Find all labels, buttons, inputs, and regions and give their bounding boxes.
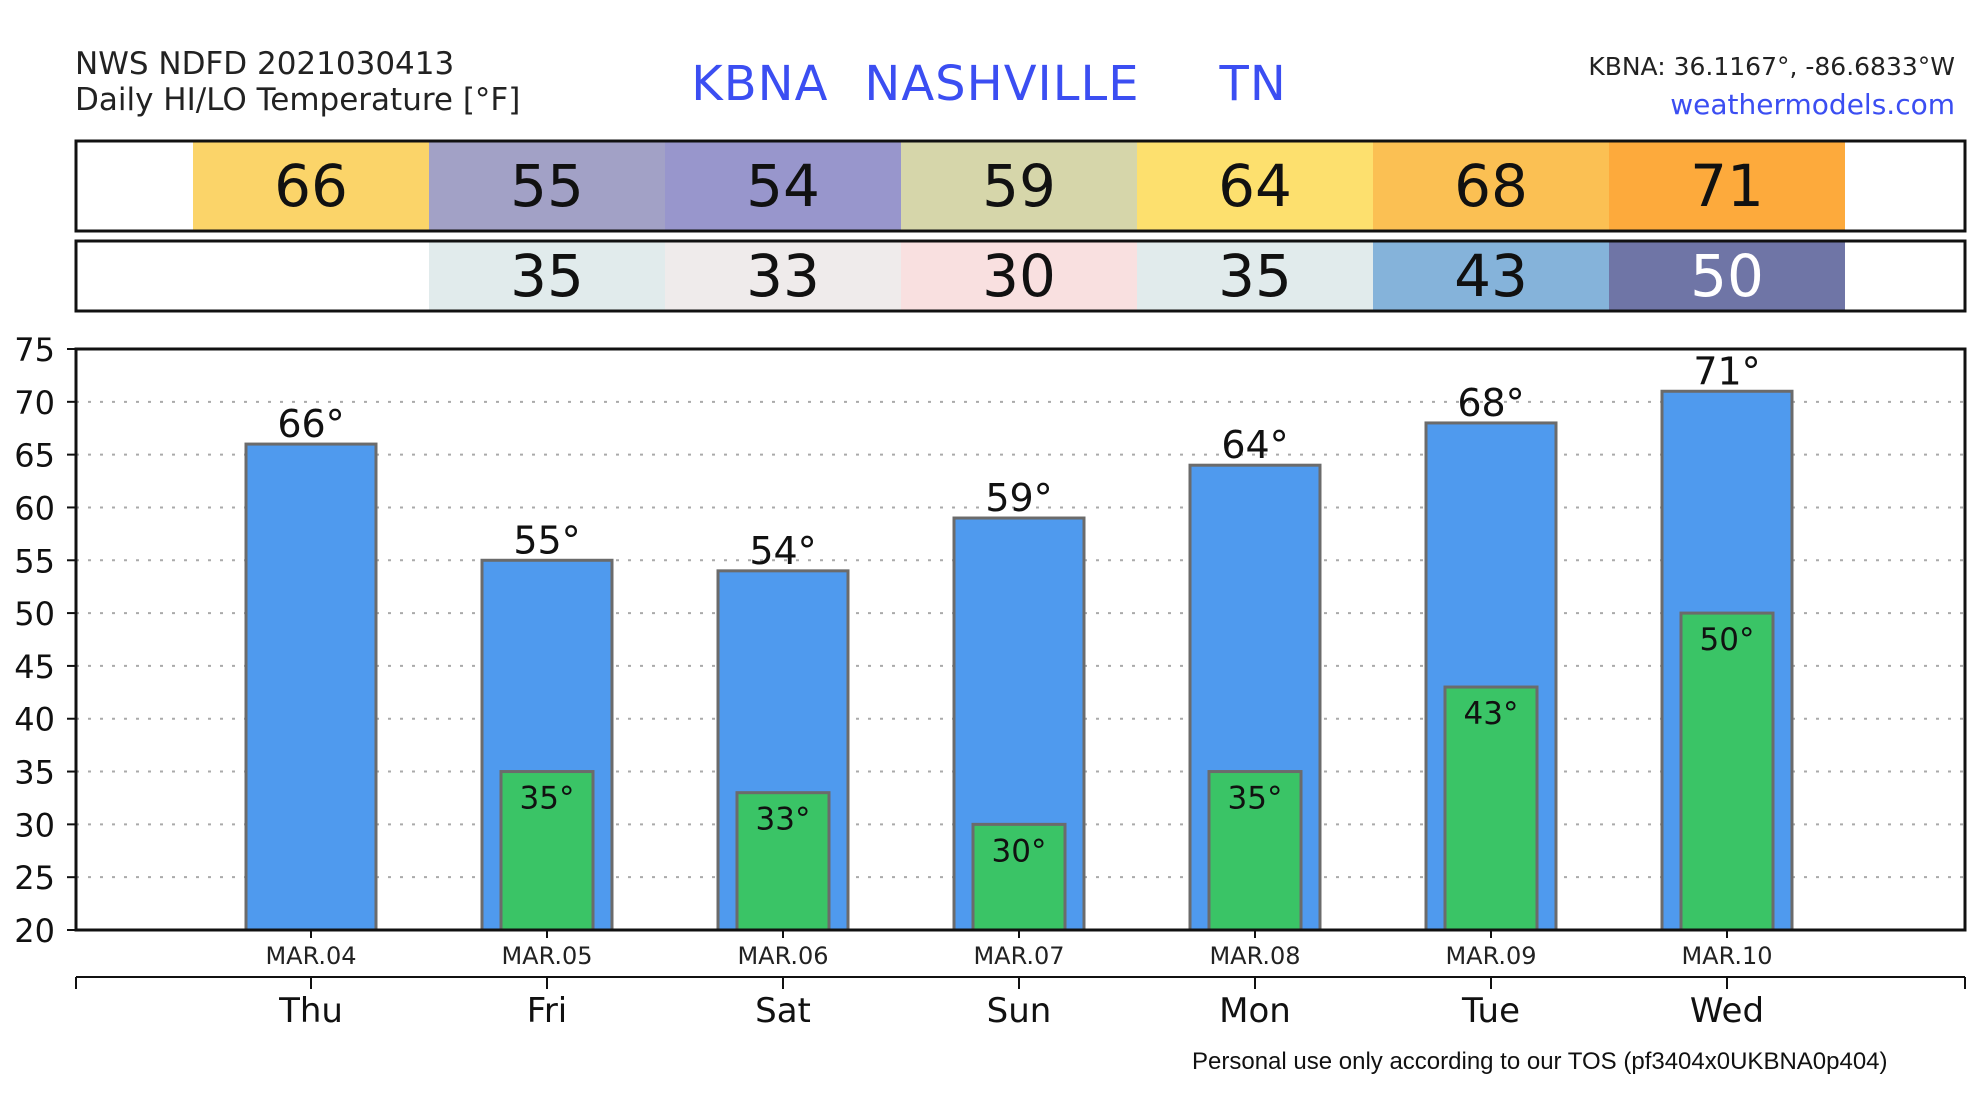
lo-strip-value: 35 [510,242,584,310]
hi-strip-value: 68 [1454,152,1528,220]
model-run-title: NWS NDFD 2021030413 [75,46,455,82]
date-label: MAR.09 [1445,942,1536,970]
hi-strip-cell [193,141,429,231]
y-tick-label: 55 [14,542,55,580]
date-label: MAR.04 [265,942,356,970]
hi-bar-label: 55° [513,518,580,562]
lo-bar [735,791,831,932]
hi-strip-cell [901,141,1137,231]
day-label: Mon [1219,991,1291,1031]
station-id: KBNA [691,56,829,112]
hi-strip-value: 64 [1218,152,1292,220]
lo-bar [1207,770,1303,932]
hi-strip-cell [429,141,665,231]
hi-strip-border [74,139,1967,233]
lo-bar-label: 43° [1464,696,1519,732]
hi-bar-label: 66° [277,402,344,446]
lo-strip-cell [1137,241,1373,311]
lo-strip-border [74,239,1967,313]
day-label: Sun [987,991,1052,1031]
hi-bar [244,442,378,932]
date-label: MAR.07 [973,942,1064,970]
lo-strip-cell [1373,241,1609,311]
lo-bar [971,822,1067,932]
lo-bar [1443,685,1539,932]
product-title: Daily HI/LO Temperature [°F] [75,82,521,118]
day-label: Thu [278,991,343,1031]
lo-bar-label: 35° [1228,781,1283,817]
lo-bar [499,770,595,932]
plot-frame [74,347,1967,932]
lo-bar-label: 33° [756,802,811,838]
hi-strip-value: 55 [510,152,584,220]
hi-bar-label: 54° [749,529,816,573]
day-label: Tue [1461,991,1520,1031]
hi-strip-cell [665,141,901,231]
lo-strip-cell [193,241,429,311]
lo-strip-cell [901,241,1137,311]
y-tick-label: 50 [14,595,55,633]
y-tick-label: 45 [14,648,55,686]
lo-strip-value: 30 [982,242,1056,310]
y-tick-label: 20 [14,912,55,950]
lo-bar-label: 35° [520,781,575,817]
station-coordinates: KBNA: 36.1167°, -86.6833°W [1588,52,1955,81]
lo-strip-value: 43 [1454,242,1528,310]
lo-strip-cell [429,241,665,311]
hi-strip-cell [1137,141,1373,231]
lo-strip-cell [1609,241,1845,311]
tos-notice: Personal use only according to our TOS (… [1192,1048,1888,1075]
lo-bar-label: 50° [1700,622,1755,658]
hi-strip-value: 66 [274,152,348,220]
hi-bar-label: 68° [1457,381,1524,425]
hi-strip-cell [1609,141,1845,231]
y-tick-label: 75 [14,331,55,369]
y-tick-label: 60 [14,489,55,527]
station-state: TN [1219,56,1287,112]
y-tick-label: 40 [14,701,55,739]
y-tick-label: 70 [14,384,55,422]
date-label: MAR.10 [1681,942,1772,970]
y-tick-label: 25 [14,859,55,897]
date-label: MAR.06 [737,942,828,970]
hi-bar-label: 64° [1221,423,1288,467]
day-label: Fri [527,991,568,1031]
site-link[interactable]: weathermodels.com [1670,88,1955,121]
hi-strip-value: 71 [1690,152,1764,220]
y-tick-label: 65 [14,437,55,475]
hi-strip-value: 59 [982,152,1056,220]
station-title: KBNA NASHVILLE TN [0,54,1978,114]
hi-strip-cell [1373,141,1609,231]
day-label: Sat [755,991,811,1031]
lo-strip-value: 35 [1218,242,1292,310]
station-city: NASHVILLE [864,56,1140,112]
date-label: MAR.08 [1209,942,1300,970]
lo-strip-cell [665,241,901,311]
hi-strip-value: 54 [746,152,820,220]
hi-bar-label: 71° [1693,349,1760,393]
lo-bar [1679,611,1775,932]
y-tick-label: 30 [14,806,55,844]
y-tick-label: 35 [14,754,55,792]
lo-strip-value: 33 [746,242,820,310]
hi-bar-label: 59° [985,476,1052,520]
day-label: Wed [1690,991,1764,1031]
date-label: MAR.05 [501,942,592,970]
lo-bar-label: 30° [992,833,1047,869]
lo-strip-value: 50 [1690,242,1764,310]
